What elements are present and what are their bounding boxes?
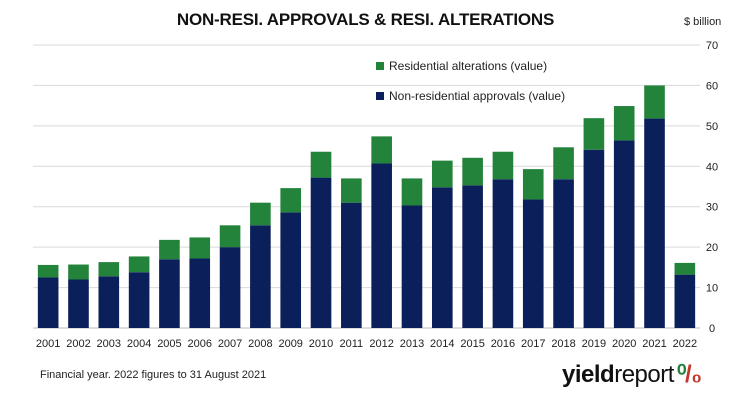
bar-non-residential xyxy=(462,185,483,328)
bar-non-residential xyxy=(553,179,574,328)
y-tick-label: 40 xyxy=(706,161,718,173)
x-tick-label: 2019 xyxy=(582,338,606,350)
x-tick-label: 2008 xyxy=(248,338,272,350)
y-tick-label: 10 xyxy=(706,283,718,295)
bar-non-residential xyxy=(98,276,120,328)
brand-logo-part: ⁰ xyxy=(676,361,687,388)
bar-non-residential xyxy=(431,187,453,328)
bar-non-residential xyxy=(522,199,544,328)
bar-residential-alterations xyxy=(37,264,59,278)
bar-residential-alterations xyxy=(462,157,483,186)
x-tick-label: 2010 xyxy=(309,338,333,350)
x-tick-label: 2009 xyxy=(278,338,302,350)
bar-residential-alterations xyxy=(553,147,574,180)
bar-non-residential xyxy=(644,118,665,328)
bar-non-residential xyxy=(613,140,635,328)
footnote: Financial year. 2022 figures to 31 Augus… xyxy=(40,369,267,381)
x-tick-label: 2005 xyxy=(157,338,181,350)
x-tick-label: 2021 xyxy=(642,338,666,350)
x-tick-label: 2004 xyxy=(127,338,151,350)
bar-non-residential xyxy=(341,202,362,328)
legend-label: Residential alterations (value) xyxy=(389,59,547,73)
legend-swatch xyxy=(376,62,384,70)
bar-residential-alterations xyxy=(674,262,696,275)
bar-residential-alterations xyxy=(189,237,211,259)
bar-residential-alterations xyxy=(98,262,120,277)
bar-non-residential xyxy=(189,258,211,328)
bar-residential-alterations xyxy=(159,239,180,260)
x-tick-label: 2007 xyxy=(218,338,242,350)
bar-residential-alterations xyxy=(280,188,302,213)
bar-non-residential xyxy=(159,259,180,328)
bar-non-residential xyxy=(401,205,423,328)
legend-swatch xyxy=(376,92,384,100)
y-tick-label: 30 xyxy=(706,202,718,214)
bar-non-residential xyxy=(68,279,89,328)
bar-non-residential xyxy=(219,247,241,328)
y-tick-label: 60 xyxy=(706,80,718,92)
bar-residential-alterations xyxy=(583,118,605,150)
chart-title: NON-RESI. APPROVALS & RESI. ALTERATIONS xyxy=(176,10,555,29)
y-tick-label: 70 xyxy=(706,40,718,52)
x-tick-label: 2002 xyxy=(66,338,90,350)
bar-residential-alterations xyxy=(68,264,89,280)
bar-residential-alterations xyxy=(250,202,271,226)
bar-non-residential xyxy=(310,177,332,328)
bar-non-residential xyxy=(128,272,150,328)
brand-logo-part: /₀ xyxy=(685,361,702,388)
bar-non-residential xyxy=(674,274,696,328)
bar-non-residential xyxy=(280,212,302,328)
x-tick-label: 2013 xyxy=(400,338,424,350)
x-tick-label: 2003 xyxy=(97,338,121,350)
bars xyxy=(37,85,696,328)
legend: Residential alterations (value) Non-resid… xyxy=(376,59,565,103)
y-axis-unit-label: $ billion xyxy=(684,16,722,28)
bar-residential-alterations xyxy=(371,136,392,164)
bar-non-residential xyxy=(250,225,271,328)
y-tick-label: 20 xyxy=(706,242,718,254)
x-tick-labels: 2001 2002 2003 2004 2005 2006 2007 2008 2009 2010… xyxy=(36,338,697,350)
x-tick-label: 2020 xyxy=(612,338,636,350)
y-tick-label: 0 xyxy=(709,323,715,335)
bar-non-residential xyxy=(37,277,59,328)
bar-residential-alterations xyxy=(492,151,514,180)
bar-residential-alterations xyxy=(341,178,362,203)
bar-residential-alterations xyxy=(644,85,665,119)
bar-residential-alterations xyxy=(522,169,544,200)
x-tick-label: 2014 xyxy=(430,338,454,350)
y-tick-label: 50 xyxy=(706,121,718,133)
brand-logo-part: report xyxy=(614,361,674,388)
x-tick-label: 2006 xyxy=(188,338,212,350)
bar-residential-alterations xyxy=(219,225,241,248)
x-tick-label: 2018 xyxy=(551,338,575,350)
bar-non-residential xyxy=(371,163,392,328)
x-tick-label: 2012 xyxy=(369,338,393,350)
x-tick-label: 2001 xyxy=(36,338,60,350)
bar-non-residential xyxy=(583,149,605,328)
bar-residential-alterations xyxy=(128,256,150,273)
x-tick-label: 2016 xyxy=(491,338,515,350)
bar-non-residential xyxy=(492,179,514,328)
bar-residential-alterations xyxy=(613,106,635,141)
x-tick-label: 2022 xyxy=(673,338,697,350)
x-tick-label: 2011 xyxy=(340,338,364,350)
x-tick-label: 2017 xyxy=(521,338,545,350)
y-tick-labels: 0 10 20 30 40 50 60 70 xyxy=(706,40,718,335)
legend-label: Non-residential approvals (value) xyxy=(389,89,565,103)
brand-logo-part: yield xyxy=(562,361,615,388)
bar-residential-alterations xyxy=(431,160,453,188)
bar-residential-alterations xyxy=(401,178,423,206)
bar-residential-alterations xyxy=(310,151,332,178)
brand-logo: yieldreport ⁰/₀ xyxy=(562,360,702,389)
x-tick-label: 2015 xyxy=(460,338,484,350)
